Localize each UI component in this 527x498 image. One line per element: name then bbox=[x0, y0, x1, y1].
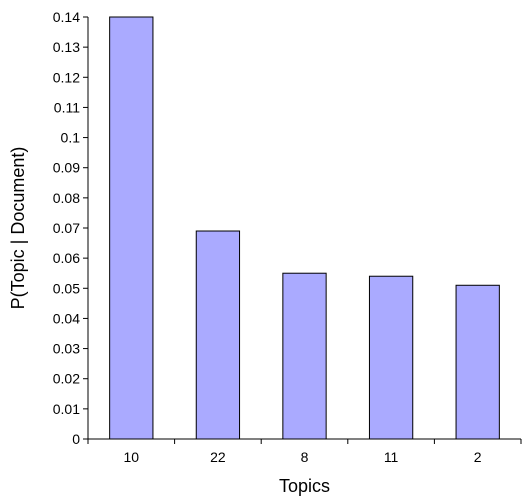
x-tick-label: 10 bbox=[124, 449, 140, 465]
y-tick-label: 0.11 bbox=[54, 99, 80, 115]
bar-22 bbox=[195, 230, 241, 440]
y-tick-label: 0.07 bbox=[53, 220, 80, 236]
y-tick-label: 0.03 bbox=[53, 341, 80, 357]
x-tick-label: 11 bbox=[384, 449, 399, 465]
x-tick-label: 8 bbox=[301, 449, 309, 465]
x-tick-label: 2 bbox=[474, 449, 482, 465]
y-tick-label: 0.02 bbox=[53, 371, 80, 387]
bar-10 bbox=[109, 16, 154, 440]
bars bbox=[109, 16, 500, 440]
y-tick-label: 0.09 bbox=[53, 160, 80, 176]
y-tick-label: 0.13 bbox=[53, 39, 80, 55]
x-tick-label: 22 bbox=[210, 449, 226, 465]
bar-2 bbox=[455, 284, 500, 440]
y-tick-label: 0.1 bbox=[61, 130, 81, 146]
y-tick-label: 0.06 bbox=[53, 250, 80, 266]
y-tick-label: 0.08 bbox=[53, 190, 80, 206]
bar-8 bbox=[282, 272, 327, 440]
y-axis-title: P(Topic | Document) bbox=[8, 147, 28, 310]
y-tick-label: 0.01 bbox=[53, 401, 80, 417]
y-tick-label: 0.12 bbox=[53, 69, 80, 85]
x-axis-title: Topics bbox=[279, 476, 330, 496]
x-axis-ticks: 10 22 8 11 2 bbox=[87, 439, 522, 465]
bar-11 bbox=[368, 275, 414, 440]
y-axis-ticks: 0 0.01 0.02 0.03 0.04 0.05 0.06 0.07 0.08 0.09 0.1… bbox=[53, 9, 88, 447]
y-tick-label: 0.05 bbox=[53, 280, 80, 296]
y-tick-label: 0.04 bbox=[53, 310, 80, 326]
y-tick-label: 0 bbox=[72, 431, 80, 447]
y-tick-label: 0.14 bbox=[53, 9, 80, 25]
